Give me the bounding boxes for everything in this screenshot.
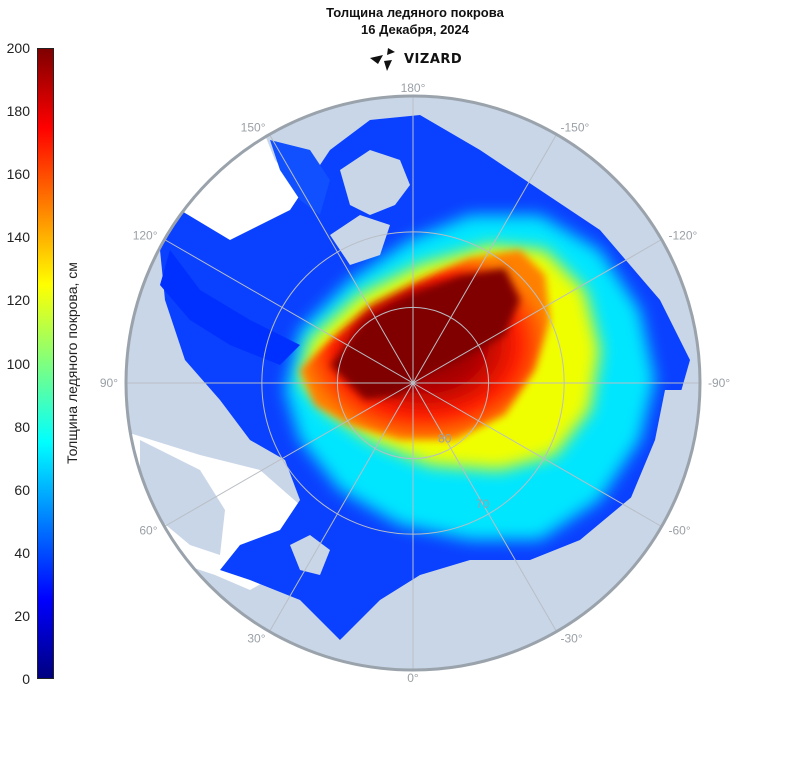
meridian-line bbox=[412, 382, 662, 527]
graticule bbox=[126, 96, 700, 670]
longitude-label: -120° bbox=[668, 229, 697, 243]
colorbar-tick: 0 bbox=[22, 671, 30, 687]
longitude-label: 0° bbox=[407, 671, 419, 685]
scandinavia bbox=[140, 440, 225, 555]
title-line-2: 16 Декабря, 2024 bbox=[361, 22, 469, 37]
canadian-archipelago bbox=[340, 150, 410, 215]
meridian-line bbox=[412, 134, 557, 384]
map-title: Толщина ледяного покрова 16 Декабря, 202… bbox=[0, 4, 800, 38]
title-line-1: Толщина ледяного покрова bbox=[326, 5, 504, 20]
ice-maroon bbox=[330, 268, 520, 400]
colorbar-tick: 120 bbox=[6, 292, 30, 309]
longitude-label: 90° bbox=[100, 376, 118, 390]
logo-text: VIZARD bbox=[404, 51, 463, 67]
longitude-label: 150° bbox=[241, 121, 266, 135]
longitude-label: 120° bbox=[133, 229, 158, 243]
longitude-label: 30° bbox=[247, 631, 265, 645]
colorbar-tick: 180 bbox=[6, 103, 30, 120]
map-frame bbox=[124, 94, 702, 672]
ice-east-greenland bbox=[160, 250, 300, 365]
colorbar-tick: 40 bbox=[14, 544, 30, 561]
colorbar-tick: 200 bbox=[6, 40, 30, 56]
colorbar-tick: 60 bbox=[14, 481, 30, 498]
longitude-label: -60° bbox=[668, 524, 690, 538]
longitude-label: -30° bbox=[561, 631, 583, 645]
meridian-line bbox=[164, 382, 414, 527]
colorbar-tick: 160 bbox=[6, 166, 30, 183]
longitude-label: -90° bbox=[708, 376, 730, 390]
colorbar bbox=[37, 48, 54, 679]
latitude-label: 70 bbox=[476, 497, 490, 511]
colorbar-tick: 140 bbox=[6, 229, 30, 246]
chukotka bbox=[600, 390, 700, 560]
longitude-label: 60° bbox=[139, 524, 157, 538]
longitude-labels: -90° -60° -120° -30° -150° 0° 180° 30° 150° 60° 12… bbox=[100, 81, 731, 685]
latitude-labels: 70 80 bbox=[438, 431, 489, 510]
parallel-circle bbox=[261, 231, 565, 535]
ellesmere bbox=[330, 215, 390, 265]
alaska bbox=[545, 140, 700, 300]
vizard-triangles-icon bbox=[370, 48, 395, 71]
vizard-logo: VIZARD bbox=[368, 46, 462, 72]
latitude-label: 80 bbox=[438, 431, 452, 445]
colorbar-tick: 80 bbox=[14, 418, 30, 435]
longitude-label: -150° bbox=[561, 121, 590, 135]
colorbar-tick: 100 bbox=[6, 355, 30, 372]
meridian-line bbox=[269, 134, 414, 384]
longitude-label: 180° bbox=[401, 81, 426, 95]
map-content bbox=[126, 96, 700, 670]
colorbar-tick: 20 bbox=[14, 607, 30, 624]
ice-baffin bbox=[270, 140, 330, 215]
parallel-circle bbox=[336, 306, 490, 460]
meridian-line bbox=[269, 382, 414, 632]
meridian-line bbox=[164, 239, 414, 384]
meridian-line bbox=[412, 239, 662, 384]
meridian-line bbox=[412, 382, 557, 632]
